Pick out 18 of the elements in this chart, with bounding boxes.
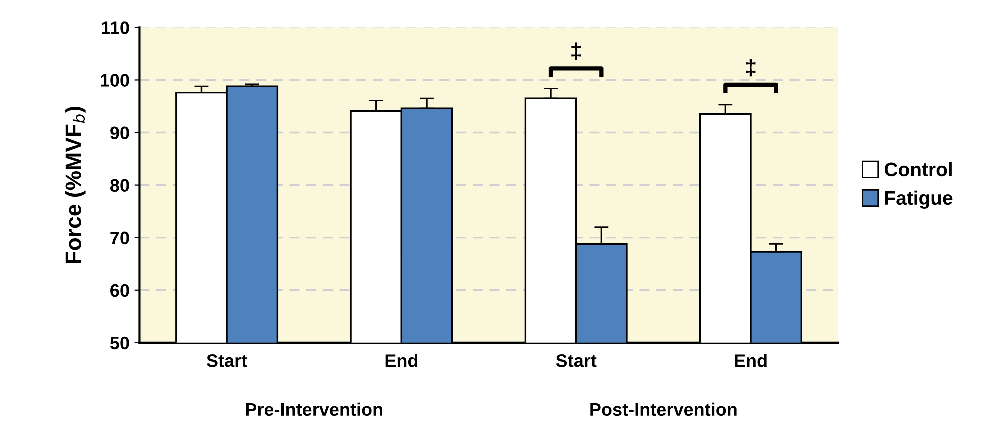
y-tick-label: 60 bbox=[110, 284, 130, 298]
annotation: ‡ bbox=[746, 58, 756, 77]
y-axis-title: Force (%MVF$_{b}$) bbox=[65, 107, 86, 264]
y-tick-label: 50 bbox=[110, 336, 130, 350]
annotation: ‡ bbox=[572, 42, 582, 60]
text: Post-Intervention bbox=[590, 402, 737, 416]
x-tick-label: Start bbox=[206, 354, 248, 368]
legend-label: Fatigue bbox=[885, 190, 953, 210]
y-tick-label: 80 bbox=[110, 179, 130, 192]
text: Pre-Intervention bbox=[246, 402, 382, 416]
x-tick-label: End bbox=[735, 354, 767, 368]
x-tick-label: End bbox=[386, 354, 418, 368]
y-tick-label: 70 bbox=[110, 232, 130, 245]
y-tick-label: 90 bbox=[110, 126, 130, 140]
legend-label: Control bbox=[884, 162, 952, 177]
y-tick-label: 100 bbox=[101, 74, 130, 87]
x-tick-label: Start bbox=[556, 354, 597, 368]
y-tick-label: 110 bbox=[102, 22, 130, 34]
